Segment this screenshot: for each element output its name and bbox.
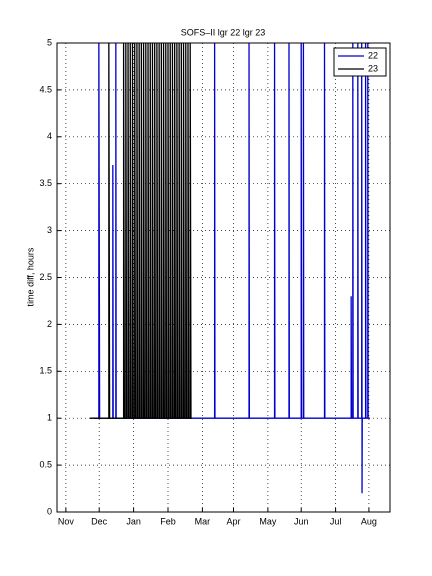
x-tick-label: Nov: [58, 516, 75, 526]
x-tick-label: Mar: [195, 516, 211, 526]
y-tick-label: 2.5: [39, 272, 52, 282]
y-tick-label: 3.5: [39, 178, 52, 188]
legend-box: [333, 47, 387, 77]
y-tick-label: 1: [47, 413, 52, 423]
x-tick-label: Apr: [226, 516, 240, 526]
y-tick-label: 0.5: [39, 459, 52, 469]
y-tick-label: 4.5: [39, 84, 52, 94]
y-tick-label: 0: [47, 506, 52, 516]
y-axis-label: time diff, hours: [25, 247, 35, 306]
y-tick-label: 2: [47, 319, 52, 329]
y-tick-label: 1.5: [39, 366, 52, 376]
y-tick-label: 4: [47, 131, 52, 141]
series-line: [93, 42, 371, 494]
legend-label: 23: [368, 63, 378, 73]
y-tick-label: 3: [47, 225, 52, 235]
x-tick-label: Jan: [126, 516, 141, 526]
series-line: [89, 42, 192, 419]
chart-title: SOFS–II lgr 22 lgr 23: [181, 27, 266, 37]
legend-label: 22: [368, 50, 378, 60]
x-tick-label: Aug: [361, 516, 377, 526]
x-tick-label: Feb: [160, 516, 176, 526]
x-tick-label: Jun: [294, 516, 309, 526]
x-tick-label: Jul: [330, 516, 342, 526]
y-tick-label: 5: [47, 37, 52, 47]
plot-frame: [56, 42, 391, 513]
x-tick-label: May: [259, 516, 277, 526]
x-tick-label: Dec: [91, 516, 108, 526]
